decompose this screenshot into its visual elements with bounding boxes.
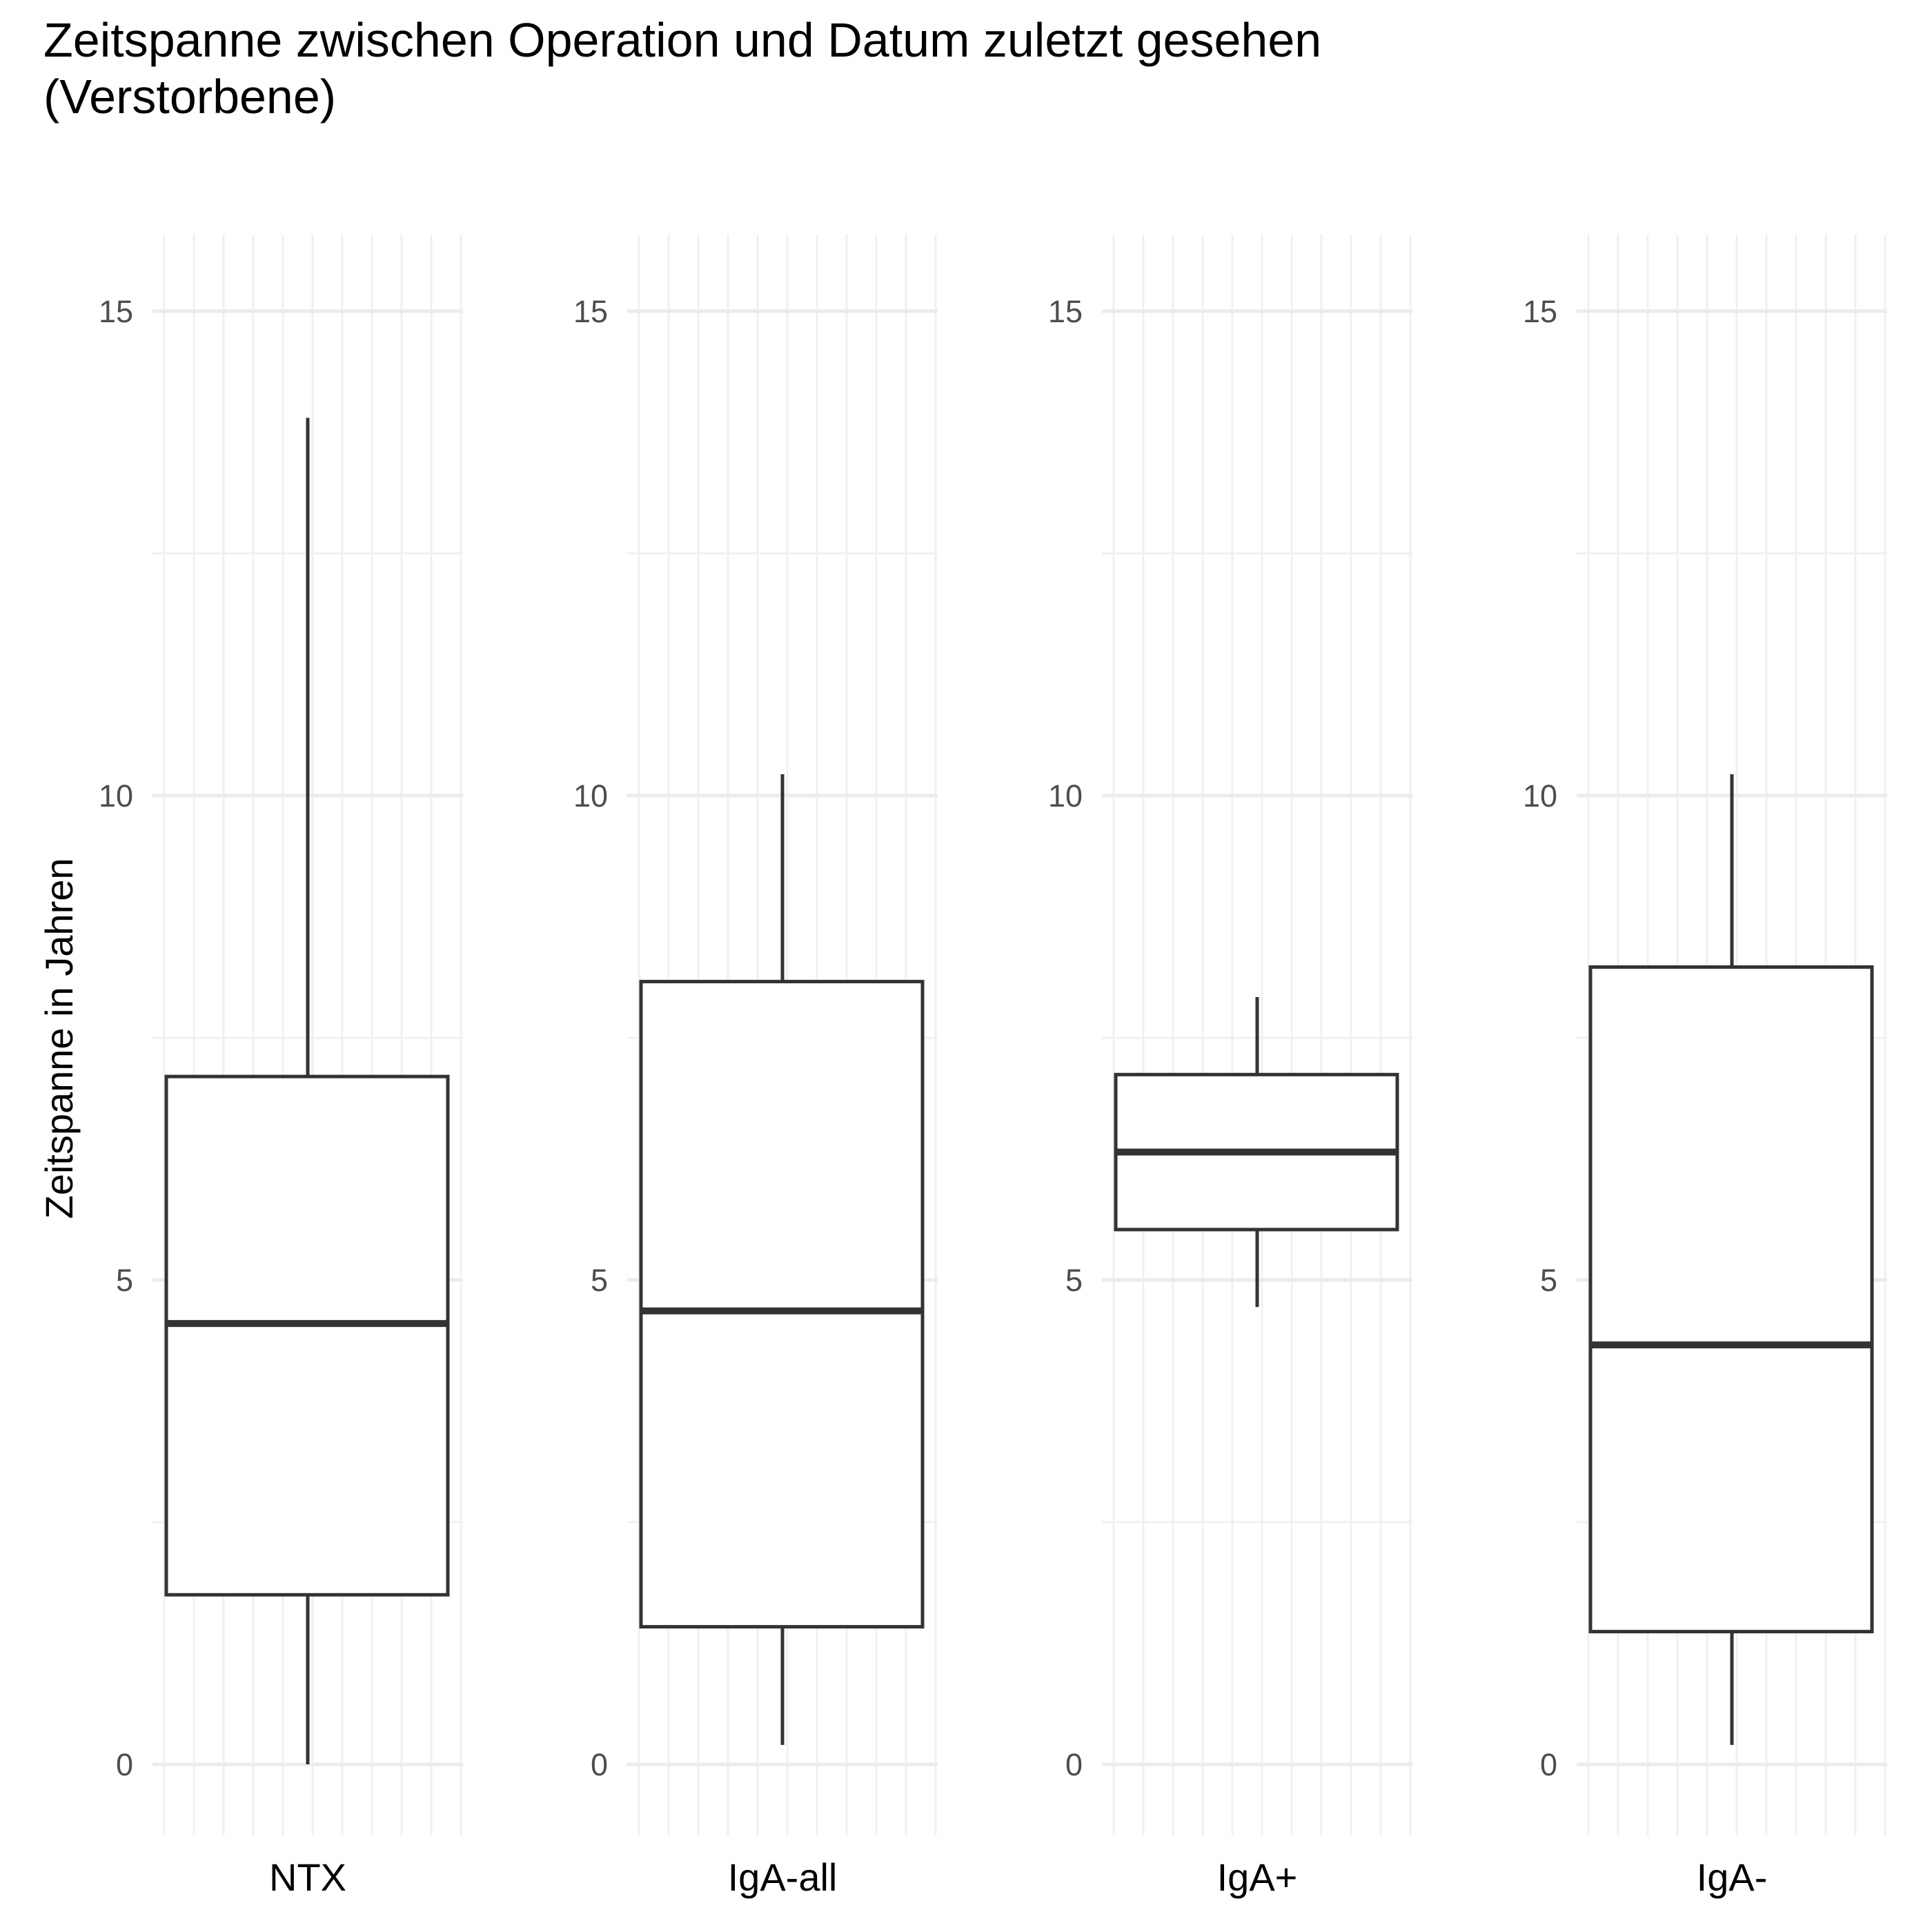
x-category-label: IgA-all — [728, 1855, 838, 1899]
chart-title-line-1: Zeitspanne zwischen Operation und Datum … — [43, 13, 1321, 67]
x-category-label: NTX — [269, 1855, 346, 1899]
y-tick-label: 10 — [99, 778, 133, 814]
y-axis-label: Zeitspanne in Jahren — [37, 858, 81, 1219]
y-tick-label: 10 — [1048, 778, 1083, 814]
y-tick-label: 10 — [1523, 778, 1557, 814]
box-iqr — [639, 980, 925, 1629]
y-tick-label: 0 — [1540, 1747, 1557, 1782]
y-tick-label: 15 — [1048, 294, 1083, 329]
y-tick-label: 10 — [573, 778, 608, 814]
box-iqr — [1588, 965, 1874, 1634]
x-category-label: IgA- — [1697, 1855, 1768, 1899]
chart-title-line-2: (Verstorbene) — [43, 70, 336, 124]
y-tick-label: 15 — [573, 294, 608, 329]
y-tick-label: 5 — [1065, 1263, 1083, 1298]
y-tick-label: 0 — [1065, 1747, 1083, 1782]
y-tick-label: 15 — [1523, 294, 1557, 329]
facet-panels: 0 5 10 15 NTX 0 5 10 15 IgA-all 0 5 10 15 IgA+ 0 5 10 15 Ig… — [99, 235, 1887, 1899]
y-tick-label: 5 — [591, 1263, 608, 1298]
y-tick-label: 0 — [116, 1747, 133, 1782]
y-tick-label: 0 — [591, 1747, 608, 1782]
y-tick-label: 5 — [1540, 1263, 1557, 1298]
box-iqr — [164, 1074, 450, 1597]
y-tick-label: 5 — [116, 1263, 133, 1298]
x-category-label: IgA+ — [1217, 1855, 1298, 1899]
y-tick-label: 15 — [99, 294, 133, 329]
